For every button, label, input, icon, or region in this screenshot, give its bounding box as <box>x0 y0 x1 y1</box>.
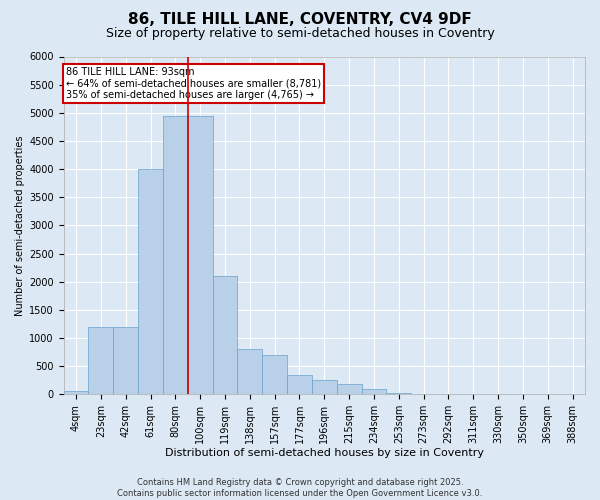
Bar <box>386 392 411 394</box>
Text: Size of property relative to semi-detached houses in Coventry: Size of property relative to semi-detach… <box>106 28 494 40</box>
Bar <box>88 326 113 394</box>
Bar <box>64 391 88 394</box>
Bar <box>262 355 287 394</box>
Bar <box>238 349 262 394</box>
Bar <box>337 384 362 394</box>
Text: 86, TILE HILL LANE, COVENTRY, CV4 9DF: 86, TILE HILL LANE, COVENTRY, CV4 9DF <box>128 12 472 28</box>
Bar <box>138 169 163 394</box>
Bar <box>312 380 337 394</box>
X-axis label: Distribution of semi-detached houses by size in Coventry: Distribution of semi-detached houses by … <box>165 448 484 458</box>
Bar <box>188 116 212 394</box>
Bar <box>113 326 138 394</box>
Bar <box>287 374 312 394</box>
Bar <box>212 276 238 394</box>
Y-axis label: Number of semi-detached properties: Number of semi-detached properties <box>15 135 25 316</box>
Text: 86 TILE HILL LANE: 93sqm
← 64% of semi-detached houses are smaller (8,781)
35% o: 86 TILE HILL LANE: 93sqm ← 64% of semi-d… <box>66 66 322 100</box>
Bar <box>163 116 188 394</box>
Text: Contains HM Land Registry data © Crown copyright and database right 2025.
Contai: Contains HM Land Registry data © Crown c… <box>118 478 482 498</box>
Bar <box>362 388 386 394</box>
